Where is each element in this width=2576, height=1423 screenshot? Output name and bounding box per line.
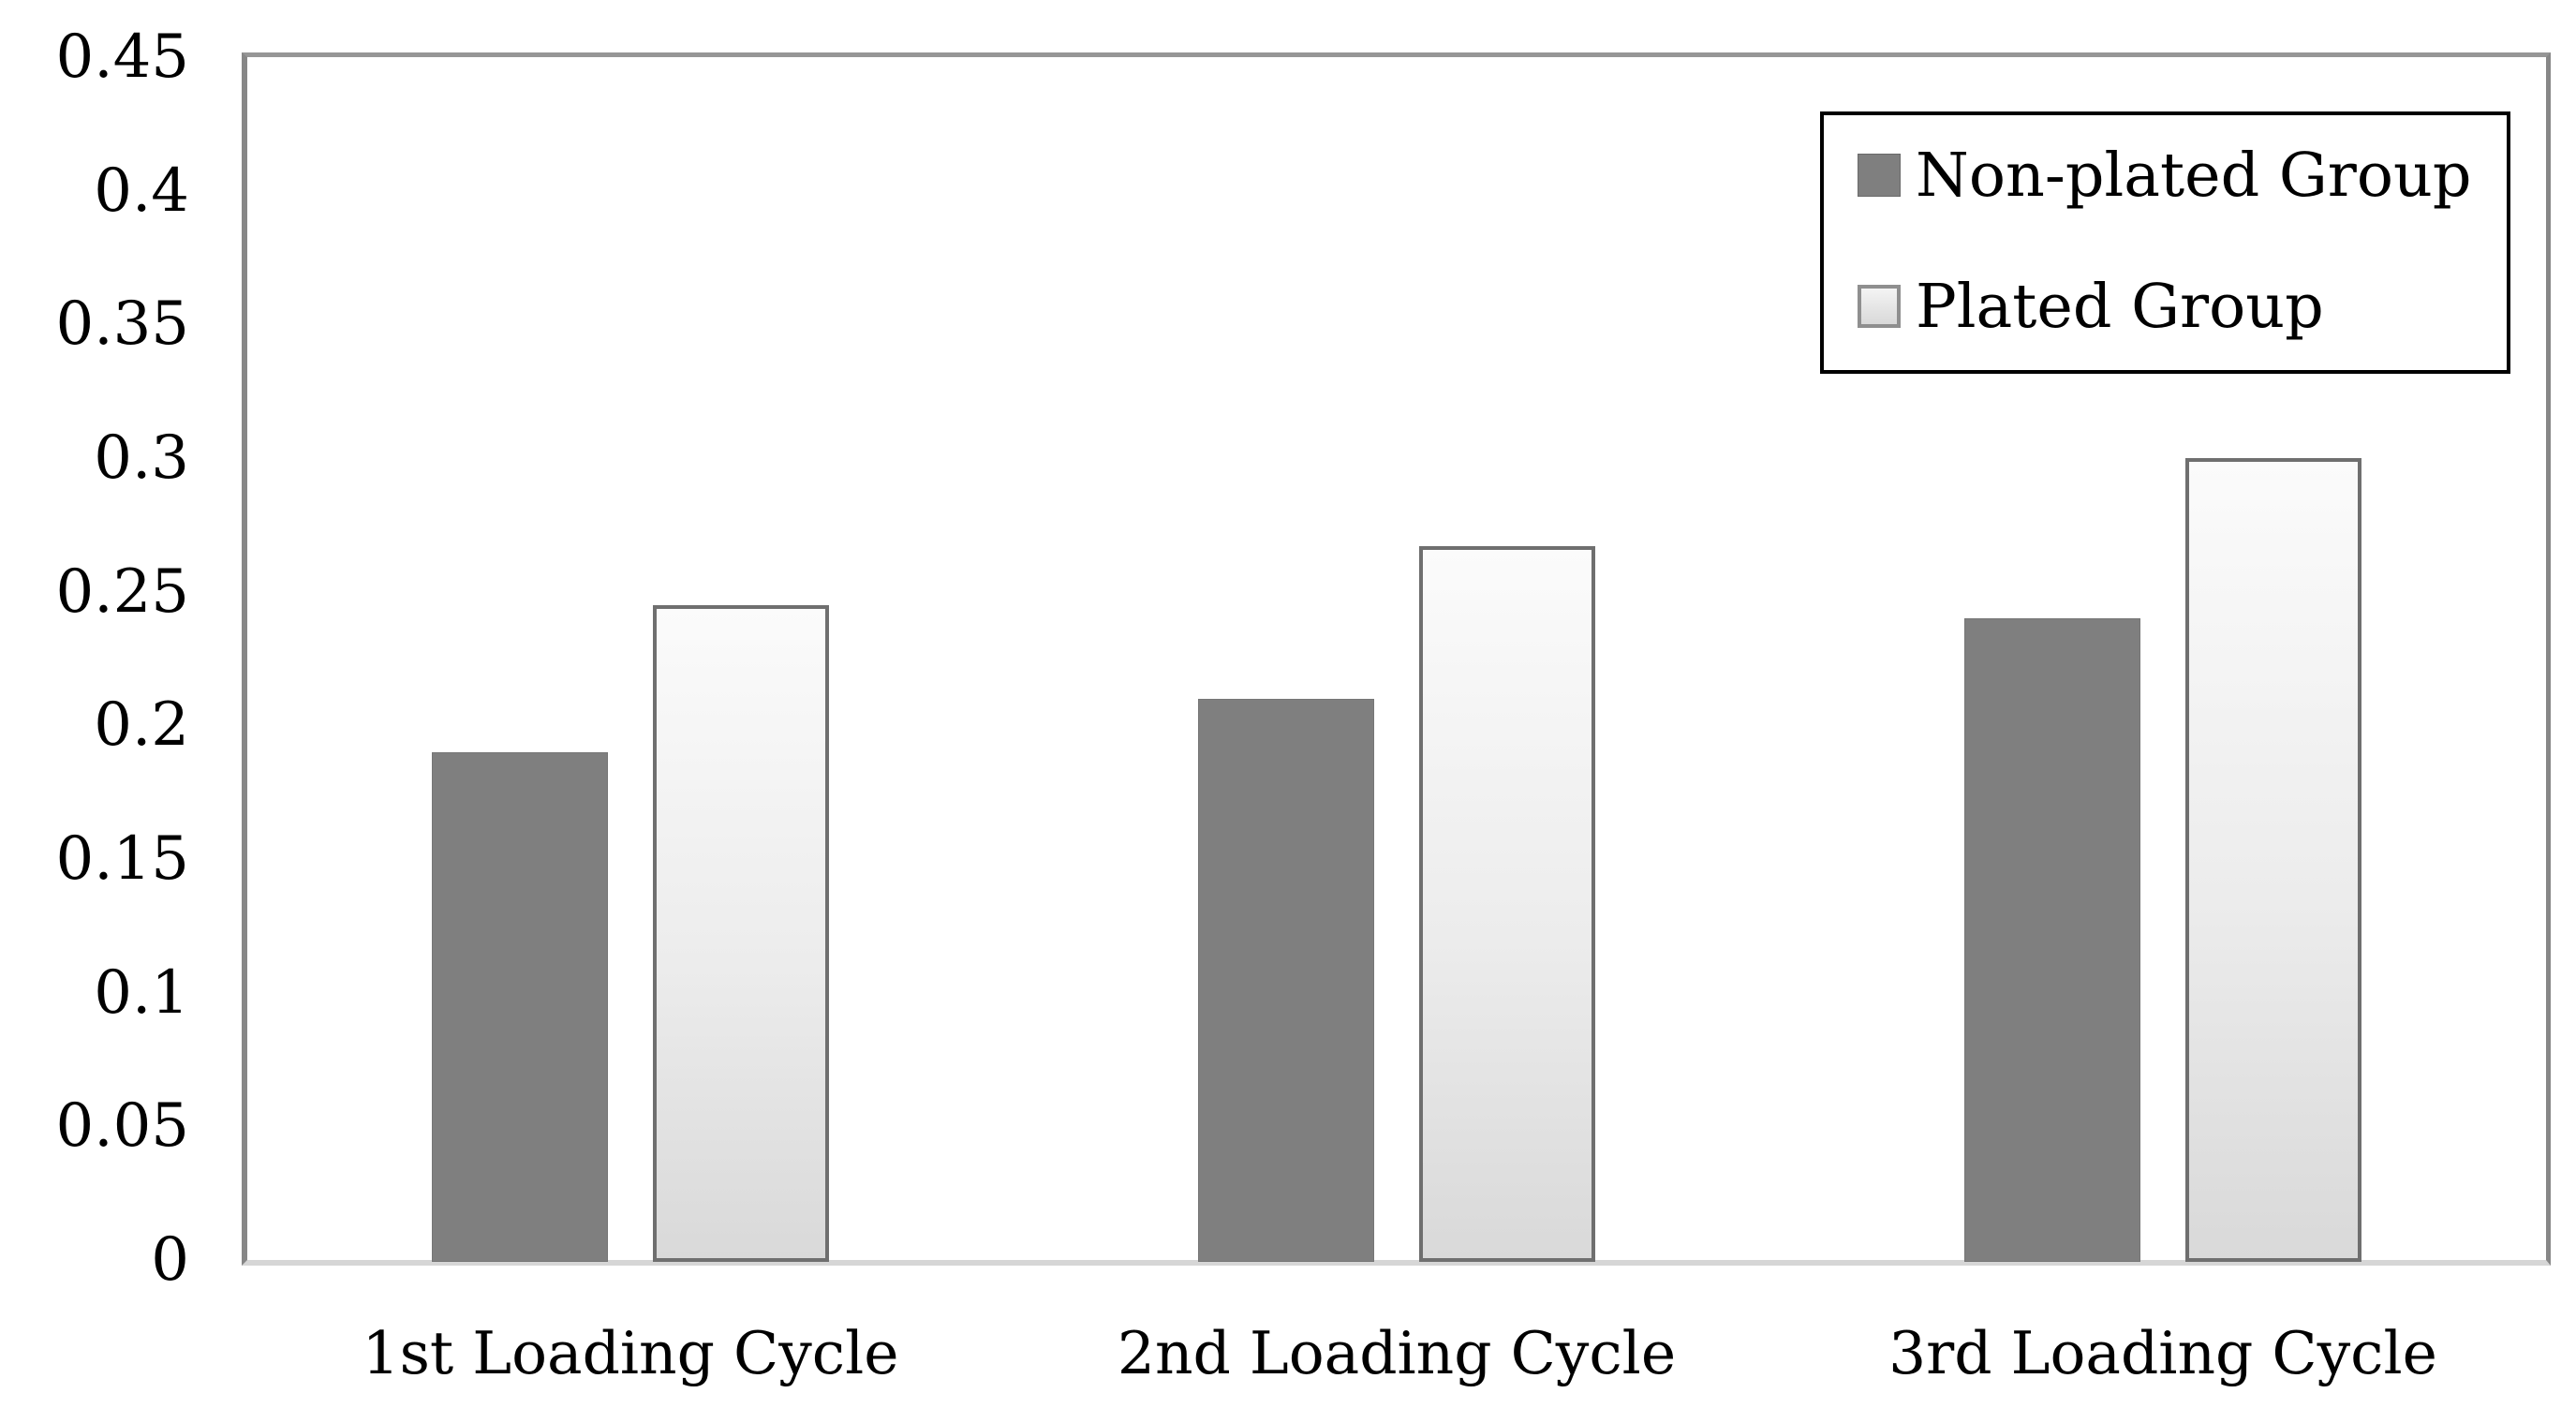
y-tick-label: 0 [151,1225,189,1295]
category-label: 3rd Loading Cycle [1888,1319,2437,1387]
bar-non-plated-cycle-2 [1198,698,1374,1262]
bar-plated-cycle-1 [653,604,829,1262]
y-tick-label: 0.45 [55,22,190,92]
bar-plated-cycle-3 [2185,458,2361,1262]
legend: Non-plated Group Plated Group [1820,111,2510,374]
legend-label: Plated Group [1916,271,2324,342]
legend-swatch-icon [1858,285,1901,328]
bar-non-plated-cycle-1 [432,751,608,1262]
bar-plated-cycle-2 [1419,546,1595,1262]
y-tick-label: 0.2 [94,690,189,761]
legend-item: Non-plated Group [1858,132,2507,218]
y-tick-label: 0.4 [94,156,189,226]
y-tick-label: 0.3 [94,423,189,493]
legend-item: Plated Group [1858,263,2507,349]
bar-non-plated-cycle-3 [1964,618,2140,1262]
y-tick-label: 0.35 [55,289,190,360]
category-label: 2nd Loading Cycle [1117,1319,1677,1387]
category-label: 1st Loading Cycle [362,1319,899,1387]
y-tick-label: 0.05 [55,1091,190,1162]
y-tick-label: 0.25 [55,556,190,627]
legend-swatch-icon [1858,154,1901,197]
y-tick-label: 0.15 [55,824,190,894]
y-tick-label: 0.1 [94,957,189,1028]
legend-label: Non-plated Group [1916,140,2472,211]
